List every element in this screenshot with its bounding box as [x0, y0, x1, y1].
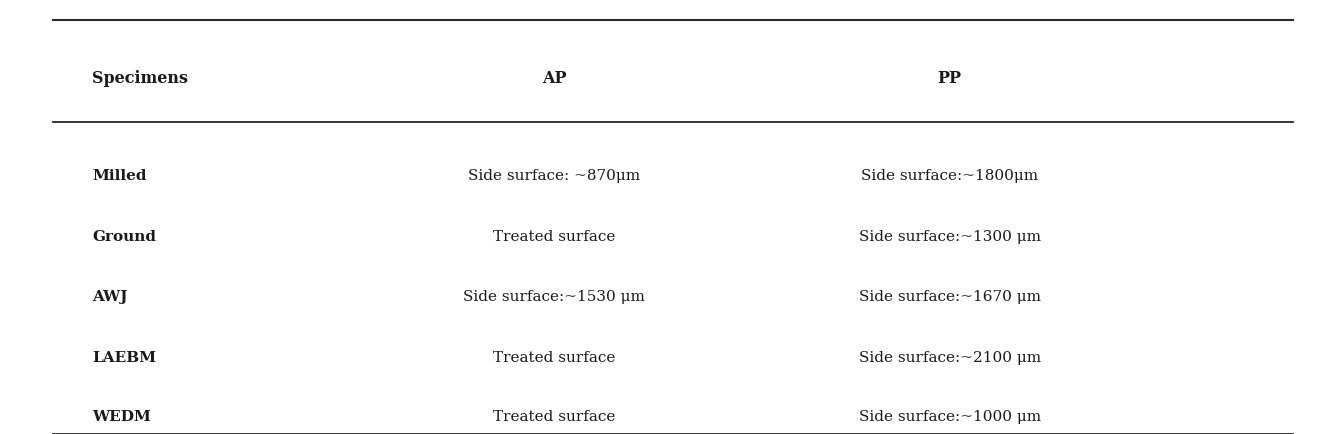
Text: Side surface:~1530 μm: Side surface:~1530 μm	[463, 290, 645, 304]
Text: Treated surface: Treated surface	[493, 230, 615, 243]
Text: Treated surface: Treated surface	[493, 410, 615, 424]
Text: Side surface:~1300 μm: Side surface:~1300 μm	[859, 230, 1041, 243]
Text: Side surface:~1000 μm: Side surface:~1000 μm	[859, 410, 1041, 424]
Text: AP: AP	[542, 69, 566, 87]
Text: WEDM: WEDM	[92, 410, 152, 424]
Text: Specimens: Specimens	[92, 69, 189, 87]
Text: Side surface:~2100 μm: Side surface:~2100 μm	[859, 351, 1041, 365]
Text: AWJ: AWJ	[92, 290, 128, 304]
Text: Milled: Milled	[92, 169, 146, 183]
Text: Ground: Ground	[92, 230, 157, 243]
Text: LAEBM: LAEBM	[92, 351, 157, 365]
Text: Side surface:~1670 μm: Side surface:~1670 μm	[859, 290, 1041, 304]
Text: Side surface:~1800μm: Side surface:~1800μm	[861, 169, 1038, 183]
Text: PP: PP	[938, 69, 962, 87]
Text: Side surface: ~870μm: Side surface: ~870μm	[468, 169, 640, 183]
Text: Treated surface: Treated surface	[493, 351, 615, 365]
